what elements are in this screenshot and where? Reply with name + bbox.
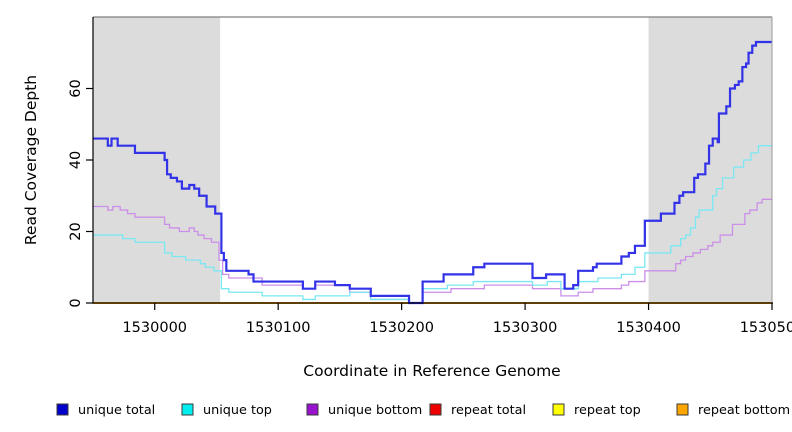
series-line-unique-total (93, 40, 772, 305)
x-tick-label: 1530000 (122, 320, 187, 336)
x-axis-title: Coordinate in Reference Genome (303, 362, 560, 380)
legend-label: unique bottom (328, 403, 422, 418)
y-tick-label: 40 (68, 151, 84, 169)
legend-label: unique total (78, 403, 155, 418)
legend-item-unique-top: unique top (181, 403, 272, 418)
y-tick-label: 60 (68, 79, 84, 97)
legend-item-repeat-top: repeat top (552, 403, 641, 418)
legend-swatch (181, 403, 194, 416)
legend-item-unique-total: unique total (56, 403, 155, 418)
legend-label: unique top (203, 403, 272, 418)
legend-item-repeat-total: repeat total (429, 403, 526, 418)
legend-item-unique-bottom: unique bottom (306, 403, 422, 418)
legend-swatch (552, 403, 565, 416)
y-tick-label: 0 (68, 298, 84, 307)
legend-label: repeat top (574, 403, 641, 418)
y-axis-title: Read Coverage Depth (22, 75, 40, 245)
x-tick-label: 1530200 (369, 320, 434, 336)
y-tick-label: 20 (68, 222, 84, 240)
legend-swatch (429, 403, 442, 416)
x-tick-label: 1530300 (493, 320, 558, 336)
legend-label: repeat total (451, 403, 526, 418)
repeat-region-1 (648, 17, 772, 303)
legend-item-repeat-bottom: repeat bottom (676, 403, 790, 418)
repeat-region-0 (93, 17, 221, 303)
legend-swatch (306, 403, 319, 416)
legend: unique total unique top unique bottom repea… (56, 403, 790, 418)
x-tick-label: 1530400 (616, 320, 681, 336)
axes: 1530000 1530100 1530200 1530300 1530400 15305… (68, 16, 792, 336)
legend-swatch (676, 403, 689, 416)
series-line-unique-top (93, 145, 772, 304)
x-tick-label: 1530100 (246, 320, 311, 336)
legend-swatch (56, 403, 69, 416)
legend-label: repeat bottom (698, 403, 790, 418)
